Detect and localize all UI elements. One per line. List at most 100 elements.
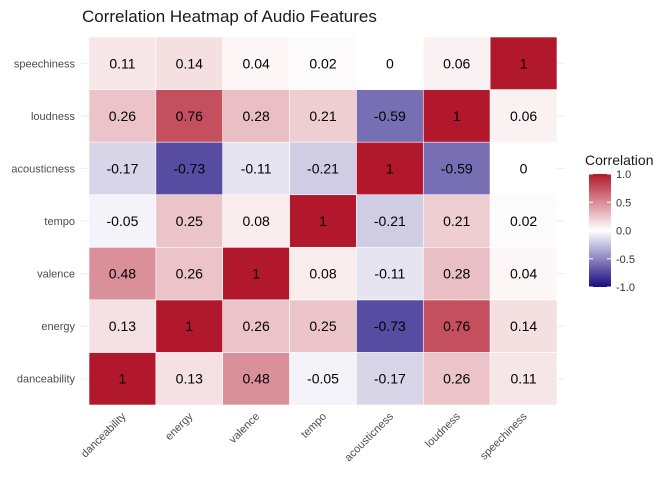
cell-value-label: -0.17: [106, 160, 138, 176]
cell-value-label: 0.26: [176, 266, 203, 282]
heatmap-cell: [489, 246, 558, 301]
cell-value-label: 1: [119, 371, 127, 387]
heatmap-cell: [289, 36, 357, 90]
cell-value-label: 0.21: [309, 108, 336, 124]
heatmap-cell: [155, 246, 224, 301]
heatmap-cell: [222, 299, 290, 353]
cell-value-label: 1: [185, 318, 193, 334]
legend-tick-label: -1.0: [616, 282, 635, 294]
legend-tick-label: -0.5: [616, 254, 635, 266]
cell-value-label: 0.48: [243, 371, 270, 387]
heatmap-cell: [88, 194, 157, 248]
y-tick-label: tempo: [44, 216, 75, 228]
cell-value-label: 1: [319, 213, 327, 229]
heatmap-cell: [289, 299, 357, 353]
cell-value-label: 0.25: [176, 213, 203, 229]
heatmap-cell: [422, 36, 491, 90]
cell-value-label: 0.11: [510, 371, 536, 387]
cell-value-label: -0.21: [374, 213, 406, 229]
cell-value-label: 1: [453, 108, 461, 124]
y-tick-label: speechiness: [14, 58, 76, 70]
y-tick-label: acousticness: [11, 163, 75, 175]
cell-value-label: 0.21: [443, 213, 470, 229]
chart-title: Correlation Heatmap of Audio Features: [82, 7, 377, 26]
cell-value-label: 1: [252, 266, 260, 282]
cell-value-label: -0.59: [374, 108, 406, 124]
heatmap-cell: [356, 141, 424, 196]
legend-tick-label: 0.0: [616, 226, 631, 238]
cell-value-label: -0.59: [441, 160, 473, 176]
cell-value-label: 0.26: [443, 371, 470, 387]
y-tick-label: valence: [37, 269, 75, 281]
cell-value-label: 0.25: [309, 318, 336, 334]
cell-value-label: 0: [520, 160, 528, 176]
heatmap-cell: [489, 141, 558, 196]
heatmap-cell: [422, 246, 491, 301]
heatmap-cell: [88, 299, 157, 353]
x-tick-label: valence: [227, 411, 262, 446]
heatmap-cell: [155, 89, 224, 143]
heatmap-cell: [289, 246, 357, 301]
cell-value-label: -0.05: [307, 371, 339, 387]
cell-value-label: 0.04: [243, 55, 270, 71]
heatmap-cell: [422, 299, 491, 353]
legend: Correlation 1.0 0.5 0.0 -0.5 -1.0: [585, 152, 653, 294]
cell-value-label: 0.04: [510, 266, 537, 282]
x-tick-label: tempo: [299, 411, 329, 441]
cell-value-label: -0.73: [374, 318, 406, 334]
heatmap-cell: [489, 194, 558, 248]
x-tick-label: speechiness: [478, 410, 530, 462]
cell-value-label: 0.76: [443, 318, 470, 334]
cell-value-label: 0.13: [109, 318, 136, 334]
cell-value-label: 0.28: [243, 108, 270, 124]
heatmap-cell: [222, 36, 290, 90]
heatmap-cell: [422, 141, 491, 196]
heatmap-cell: [356, 299, 424, 353]
cell-value-label: 0.13: [176, 371, 203, 387]
heatmap-cell: [289, 141, 357, 196]
cell-value-label: 0.06: [443, 55, 470, 71]
heatmap-cell: [222, 194, 290, 248]
cell-value-label: 0.02: [510, 213, 537, 229]
legend-tick-label: 1.0: [616, 169, 631, 181]
legend-title: Correlation: [585, 152, 653, 168]
heatmap-cell: [88, 141, 157, 196]
cell-value-label: 0.28: [443, 266, 470, 282]
heatmap-cell: [155, 299, 224, 353]
cell-value-label: 0.26: [109, 108, 136, 124]
legend-tick-label: 0.5: [616, 197, 631, 209]
cell-value-label: 0.08: [243, 213, 270, 229]
y-tick-label: loudness: [31, 111, 76, 123]
cell-value-label: 1: [520, 55, 528, 71]
cell-value-label: 0.08: [309, 266, 336, 282]
cell-value-label: 0.76: [176, 108, 203, 124]
cell-value-label: 0.06: [510, 108, 537, 124]
cell-value-label: 0.14: [510, 318, 537, 334]
heatmap-cell: [422, 194, 491, 248]
cell-value-label: 0.14: [176, 55, 203, 71]
legend-ticks: 1.0 0.5 0.0 -0.5 -1.0: [589, 169, 635, 294]
heatmap-cells: [88, 36, 558, 406]
x-tick-label: acousticness: [343, 410, 397, 464]
x-tick-label: danceability: [79, 410, 129, 460]
heatmap-cell: [222, 352, 290, 406]
heatmap-cell: [356, 246, 424, 301]
x-tick-label: energy: [163, 410, 196, 443]
heatmap-cell: [356, 352, 424, 406]
heatmap-cell: [489, 36, 558, 90]
cell-value-label: -0.21: [307, 160, 339, 176]
heatmap-cell: [422, 352, 491, 406]
x-axis-ticks: danceability energy valence tempo acousticne…: [79, 410, 530, 464]
cell-value-label: 0.26: [243, 318, 270, 334]
x-tick-label: loudness: [423, 410, 463, 450]
cell-value-label: -0.17: [374, 371, 406, 387]
heatmap-cell: [489, 299, 558, 353]
y-axis-ticks: danceability energy valence tempo acousticne…: [11, 58, 75, 385]
heatmap-cell: [222, 246, 290, 301]
cell-value-label: 0: [386, 55, 394, 71]
heatmap-cell: [289, 194, 357, 248]
y-tick-label: danceability: [17, 374, 76, 386]
heatmap-cell: [356, 194, 424, 248]
cell-value-label: 0.11: [109, 55, 135, 71]
